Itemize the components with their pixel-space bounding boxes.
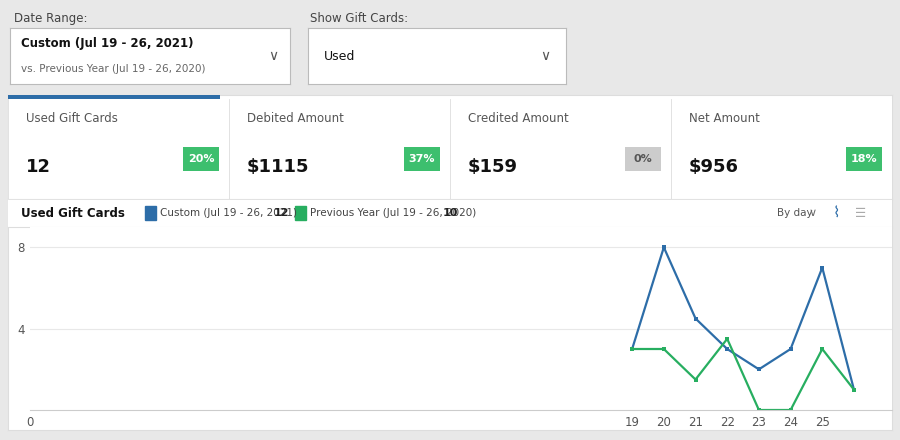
Text: Custom (Jul 19 - 26, 2021): Custom (Jul 19 - 26, 2021) (22, 37, 194, 50)
Text: Show Gift Cards:: Show Gift Cards: (310, 12, 408, 25)
Text: $1115: $1115 (247, 158, 310, 176)
Text: Net Amount: Net Amount (688, 113, 760, 125)
Text: $956: $956 (688, 158, 739, 176)
Text: Used Gift Cards: Used Gift Cards (22, 206, 125, 220)
Text: Date Range:: Date Range: (14, 12, 87, 25)
Text: Debited Amount: Debited Amount (247, 113, 344, 125)
Text: 37%: 37% (409, 154, 436, 164)
Text: Credited Amount: Credited Amount (468, 113, 569, 125)
Text: Used Gift Cards: Used Gift Cards (26, 113, 118, 125)
Text: ☰: ☰ (855, 206, 867, 220)
Text: ∨: ∨ (808, 208, 816, 218)
Text: Custom (Jul 19 - 26, 2021): Custom (Jul 19 - 26, 2021) (160, 208, 297, 218)
Text: 18%: 18% (850, 154, 878, 164)
Text: 10: 10 (443, 208, 458, 218)
Bar (295, 206, 306, 220)
Text: 20%: 20% (188, 154, 214, 164)
Text: $159: $159 (468, 158, 518, 176)
Text: By day: By day (777, 208, 813, 218)
Text: 0%: 0% (634, 154, 652, 164)
Text: 12: 12 (26, 158, 50, 176)
Text: vs. Previous Year (Jul 19 - 26, 2020): vs. Previous Year (Jul 19 - 26, 2020) (22, 64, 206, 74)
Bar (145, 206, 156, 220)
Text: Previous Year (Jul 19 - 26, 2020): Previous Year (Jul 19 - 26, 2020) (310, 208, 477, 218)
Text: 12: 12 (274, 208, 289, 218)
Text: Used: Used (323, 50, 355, 62)
Text: ∨: ∨ (540, 49, 551, 63)
Text: ∨: ∨ (268, 49, 278, 63)
Text: ⌇: ⌇ (832, 205, 840, 220)
